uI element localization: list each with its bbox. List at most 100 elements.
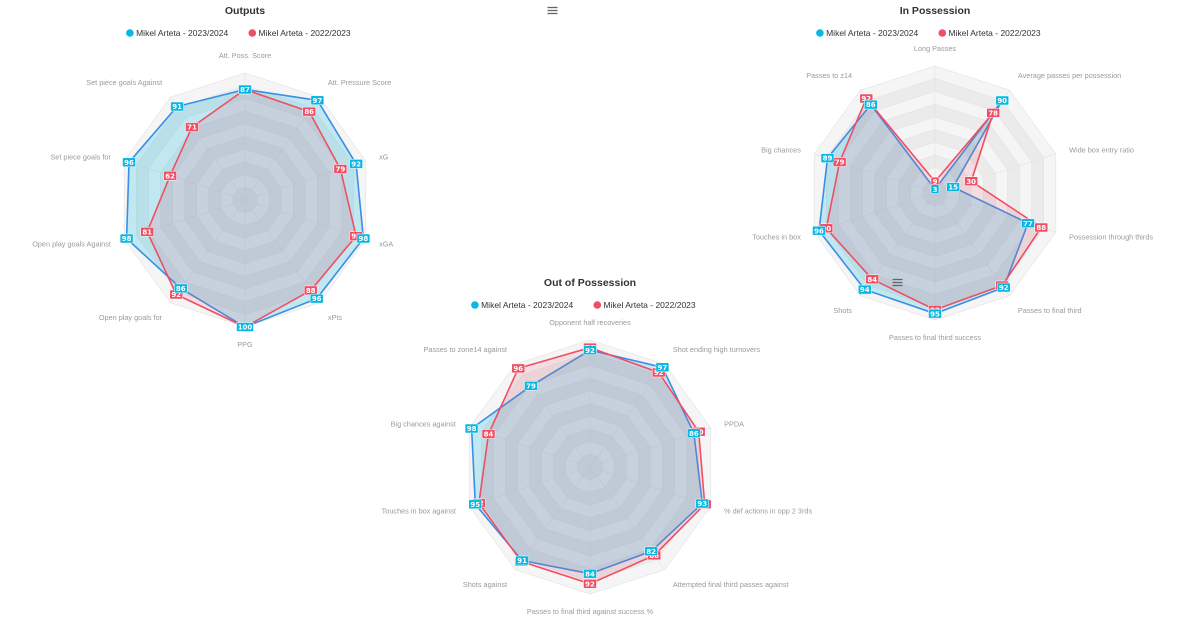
data-label-value: 92 (351, 233, 361, 241)
data-label-value: 92 (585, 580, 595, 588)
axis-label: Shots (833, 306, 852, 315)
axis-label: Passes to z14 (806, 71, 852, 80)
axis-label: Passes to zone14 against (424, 345, 508, 354)
legend-marker (938, 29, 947, 37)
data-label: 98 (356, 233, 371, 244)
data-label: 96 (122, 157, 136, 168)
data-label-box (865, 274, 880, 285)
legend-item[interactable]: Mikel Arteta - 2023/2024 (816, 28, 919, 38)
data-label-box (174, 283, 188, 294)
data-label-box (511, 363, 526, 374)
data-label: 92 (349, 159, 363, 169)
data-label: 98 (119, 233, 134, 244)
data-label-box (515, 555, 529, 566)
data-label-value: 91 (517, 557, 527, 565)
hamburger-menu-icon[interactable] (889, 276, 907, 290)
data-label-value: 96 (513, 365, 523, 373)
data-label-value: 89 (823, 155, 833, 163)
data-label-value: 84 (867, 276, 877, 284)
data-label-box (468, 499, 483, 510)
grid-spoke (589, 364, 665, 468)
data-label-box (310, 95, 325, 106)
legend-item[interactable]: Mikel Arteta - 2022/2023 (248, 28, 351, 38)
data-label: 78 (986, 108, 1000, 118)
data-label-value: 91 (172, 103, 182, 111)
data-label-box (930, 184, 940, 194)
data-label: 87 (238, 84, 252, 95)
axis-label: Open play goals for (99, 313, 163, 322)
data-label-box (238, 84, 252, 95)
legend-label: Mikel Arteta - 2023/2024 (136, 28, 228, 38)
grid-spoke (814, 192, 936, 233)
data-label-value: 90 (821, 225, 831, 233)
legend-label: Mikel Arteta - 2022/2023 (604, 300, 696, 310)
axis-label: Attempted final third passes against (673, 580, 789, 589)
grid-spoke (244, 199, 366, 240)
data-label-box (812, 225, 826, 236)
data-label-value: 62 (165, 172, 175, 180)
hamburger-menu-icon[interactable] (544, 4, 562, 18)
axis-label: % def actions in opp 2 3rds (724, 507, 812, 516)
legend-item[interactable]: Mikel Arteta - 2023/2024 (471, 300, 574, 310)
data-label: 84 (583, 568, 597, 579)
data-label-value: 79 (835, 159, 845, 167)
legend-label: Mikel Arteta - 2023/2024 (481, 300, 573, 310)
data-label: 3 (930, 184, 940, 194)
data-label-box (964, 176, 978, 186)
data-label: 81 (140, 227, 154, 237)
data-label: 79 (333, 164, 348, 174)
data-label-value: 84 (585, 570, 595, 578)
data-label: 91 (170, 101, 184, 112)
data-label-value: 92 (999, 284, 1009, 292)
data-label-value: 79 (336, 166, 346, 174)
data-label-value: 97 (658, 364, 668, 372)
data-label: 88 (1034, 222, 1049, 233)
legend-marker (593, 301, 602, 309)
data-label: 90 (995, 95, 1009, 106)
data-label: 86 (864, 99, 878, 110)
axis-label: Touches in box against (382, 507, 456, 516)
data-label-value: 86 (176, 285, 186, 293)
data-label-value: 81 (142, 228, 152, 236)
data-label: 96 (812, 225, 826, 236)
data-label-value: 94 (860, 286, 870, 294)
chart-legend: Mikel Arteta - 2023/2024 Mikel Arteta - 2… (126, 28, 351, 38)
axis-label: Set piece goals Against (86, 78, 162, 87)
data-label: 30 (964, 176, 978, 186)
data-label-box (583, 345, 597, 355)
data-label-value: 84 (484, 431, 494, 439)
data-label-value: 92 (861, 95, 871, 103)
grid-spoke (589, 466, 711, 507)
data-label-value: 79 (526, 382, 536, 390)
legend-item[interactable]: Mikel Arteta - 2023/2024 (126, 28, 229, 38)
data-label: 71 (185, 122, 199, 132)
data-label-box (464, 423, 479, 434)
data-label-box (170, 101, 184, 112)
axis-label: Wide box entry ratio (1069, 145, 1134, 154)
data-label-value: 95 (930, 310, 940, 318)
chart-legend: Mikel Arteta - 2023/2024 Mikel Arteta - 2… (471, 300, 696, 310)
data-label: 97 (310, 95, 325, 106)
data-label-value: 30 (966, 178, 976, 186)
data-label: 84 (481, 429, 496, 439)
radar-grid (123, 72, 367, 328)
data-label: 93 (695, 498, 710, 509)
data-label: 91 (515, 555, 529, 566)
axis-label: Opponent half recoveries (549, 318, 631, 327)
radar-chart-out-of-possession: Out of Possession Mikel Arteta - 2023/202… (382, 277, 813, 616)
legend-marker (126, 29, 134, 37)
data-label-value: 98 (122, 235, 132, 243)
legend-item[interactable]: Mikel Arteta - 2022/2023 (938, 28, 1041, 38)
data-label: 95 (928, 308, 942, 319)
legend-item[interactable]: Mikel Arteta - 2022/2023 (593, 300, 696, 310)
data-label-box (695, 498, 710, 509)
data-label-value: 92 (654, 369, 664, 377)
data-label-value: 96 (814, 227, 824, 235)
data-label: 77 (1021, 218, 1035, 228)
legend-marker (471, 301, 479, 309)
data-label-value: 87 (240, 86, 250, 94)
data-label-box (1034, 222, 1049, 233)
data-label: 9 (930, 176, 940, 187)
data-label-box (644, 546, 658, 557)
